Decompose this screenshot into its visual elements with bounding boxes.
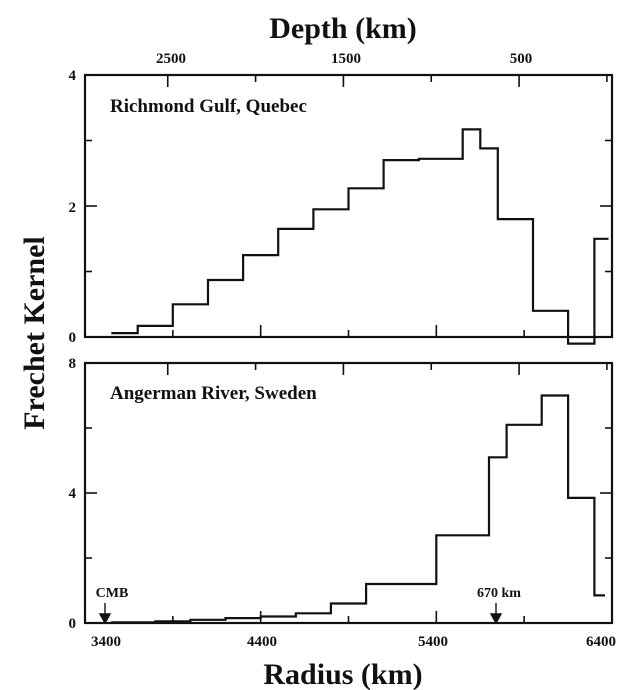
y-tick-label: 0 — [69, 616, 77, 632]
kernel-series-top — [111, 128, 609, 345]
depth-tick-label: 2500 — [156, 51, 186, 67]
x-tick-label: 5400 — [418, 634, 448, 650]
y-tick-label: 8 — [69, 356, 77, 372]
kernel-series-bottom — [111, 394, 605, 624]
x-axis-title: Radius (km) — [263, 658, 422, 690]
x-tick-label: 4400 — [247, 634, 277, 650]
y-tick-label: 2 — [69, 200, 77, 216]
670km-arrow-icon — [489, 603, 503, 625]
panel-label-top: Richmond Gulf, Quebec — [110, 96, 307, 117]
x-tick-label: 6400 — [586, 634, 616, 650]
depth-tick-label: 500 — [510, 51, 533, 67]
670km-label: 670 km — [477, 586, 521, 601]
top-axis-title: Depth (km) — [269, 12, 417, 45]
panel-label-bottom: Angerman River, Sweden — [110, 383, 317, 404]
depth-tick-label: 1500 — [331, 51, 361, 67]
y-tick-label: 4 — [69, 68, 77, 84]
y-axis-title: Frechet Kernel — [18, 236, 51, 430]
cmb-arrow-icon — [98, 603, 112, 625]
y-tick-label: 4 — [69, 486, 77, 502]
y-tick-label: 0 — [69, 330, 77, 346]
cmb-label: CMB — [96, 586, 129, 601]
x-tick-label: 3400 — [91, 634, 121, 650]
